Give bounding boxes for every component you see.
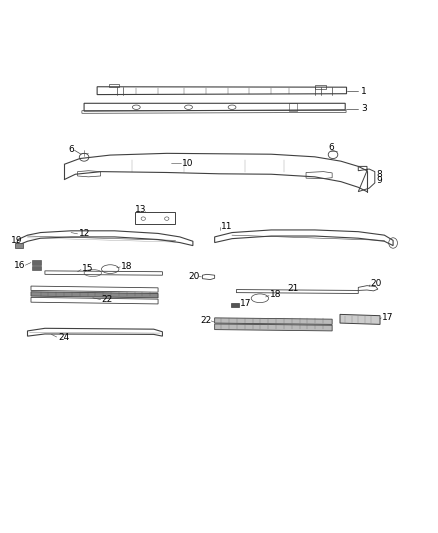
Text: 12: 12 [79,229,90,238]
Polygon shape [32,265,41,270]
Polygon shape [31,292,158,298]
Polygon shape [340,314,380,325]
Text: 8: 8 [377,169,382,179]
Text: 9: 9 [377,176,382,185]
Text: 22: 22 [200,316,212,325]
Text: 16: 16 [14,261,25,270]
Text: 6: 6 [328,143,335,152]
Text: 20: 20 [188,272,199,280]
Text: 10: 10 [182,159,194,168]
Text: 3: 3 [361,104,367,113]
Polygon shape [215,318,332,325]
Text: 6: 6 [69,146,74,155]
Text: 18: 18 [121,262,133,271]
Text: 13: 13 [135,205,147,214]
Text: 24: 24 [58,333,69,342]
Polygon shape [215,324,332,331]
Text: 21: 21 [287,284,299,293]
Polygon shape [231,303,239,307]
Text: 17: 17 [382,313,394,322]
Polygon shape [32,261,41,265]
Text: 1: 1 [361,86,367,95]
Text: 20: 20 [371,279,382,288]
Text: 22: 22 [102,295,113,304]
Text: 17: 17 [240,300,251,309]
Text: 19: 19 [11,236,22,245]
Text: 15: 15 [82,264,93,273]
Text: 11: 11 [221,222,233,231]
Text: 18: 18 [270,290,282,300]
Polygon shape [15,244,23,248]
